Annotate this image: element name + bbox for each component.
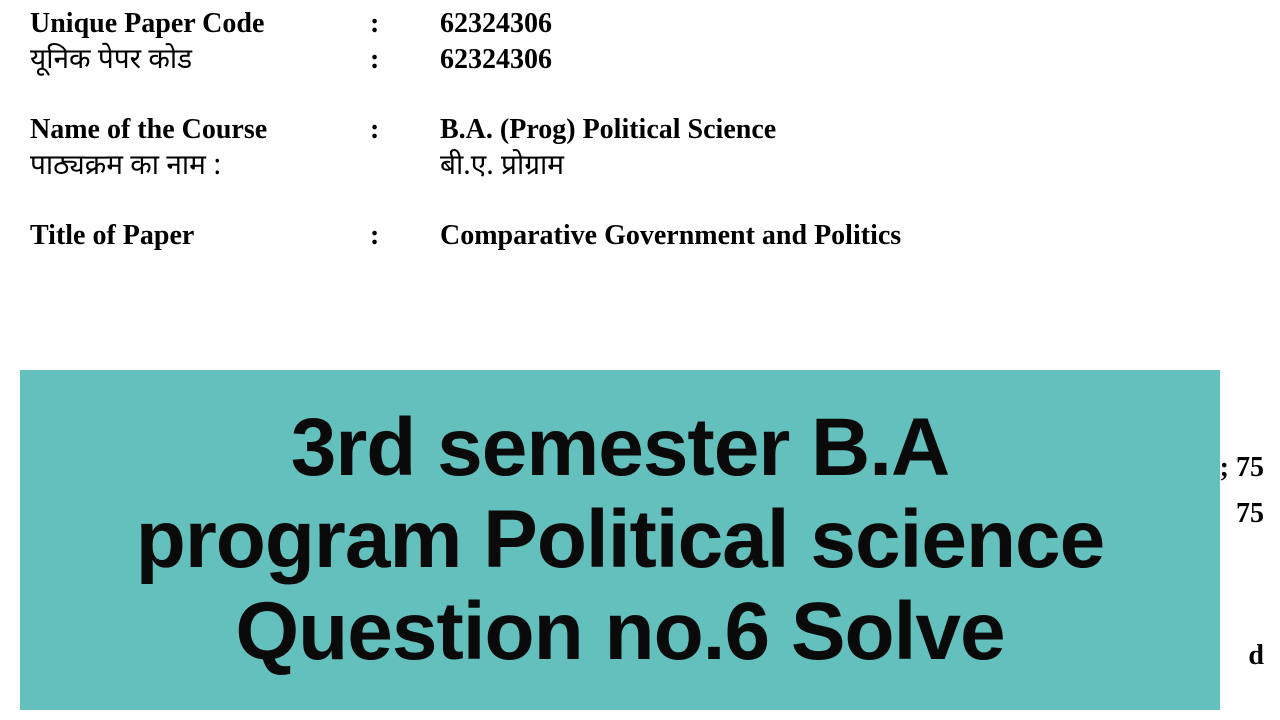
colon: :	[370, 220, 440, 252]
colon: :	[370, 8, 440, 40]
label: Name of the Course	[30, 114, 370, 146]
row-paper-code-hi: यूनिक पेपर कोड : 62324306	[30, 44, 1250, 80]
gap	[30, 84, 1250, 114]
row-course-hi: पाठ्यक्रम का नाम : बी.ए. प्रोग्राम	[30, 150, 1250, 186]
value: B.A. (Prog) Political Science	[440, 114, 776, 146]
partial-text: d	[1248, 640, 1264, 672]
value: 62324306	[440, 8, 552, 40]
value: 62324306	[440, 44, 552, 76]
label: Title of Paper	[30, 220, 370, 252]
row-title: Title of Paper : Comparative Government …	[30, 220, 1250, 252]
partial-text: ; 75	[1220, 452, 1264, 484]
label: पाठ्यक्रम का नाम :	[30, 150, 370, 186]
overlay-banner: 3rd semester B.A program Political scien…	[20, 370, 1220, 710]
banner-line-2: program Political science	[136, 494, 1105, 585]
label: यूनिक पेपर कोड	[30, 44, 370, 80]
value: बी.ए. प्रोग्राम	[440, 150, 564, 186]
banner-line-3: Question no.6 Solve	[235, 586, 1004, 677]
colon: :	[370, 114, 440, 146]
banner-text: 3rd semester B.A program Political scien…	[136, 402, 1105, 677]
document-header: Unique Paper Code : 62324306 यूनिक पेपर …	[0, 0, 1280, 252]
row-paper-code-en: Unique Paper Code : 62324306	[30, 8, 1250, 40]
colon: :	[370, 44, 440, 76]
banner-line-1: 3rd semester B.A	[291, 402, 950, 493]
value: Comparative Government and Politics	[440, 220, 901, 252]
gap	[30, 190, 1250, 220]
row-course-en: Name of the Course : B.A. (Prog) Politic…	[30, 114, 1250, 146]
label: Unique Paper Code	[30, 8, 370, 40]
partial-text: 75	[1236, 498, 1264, 530]
